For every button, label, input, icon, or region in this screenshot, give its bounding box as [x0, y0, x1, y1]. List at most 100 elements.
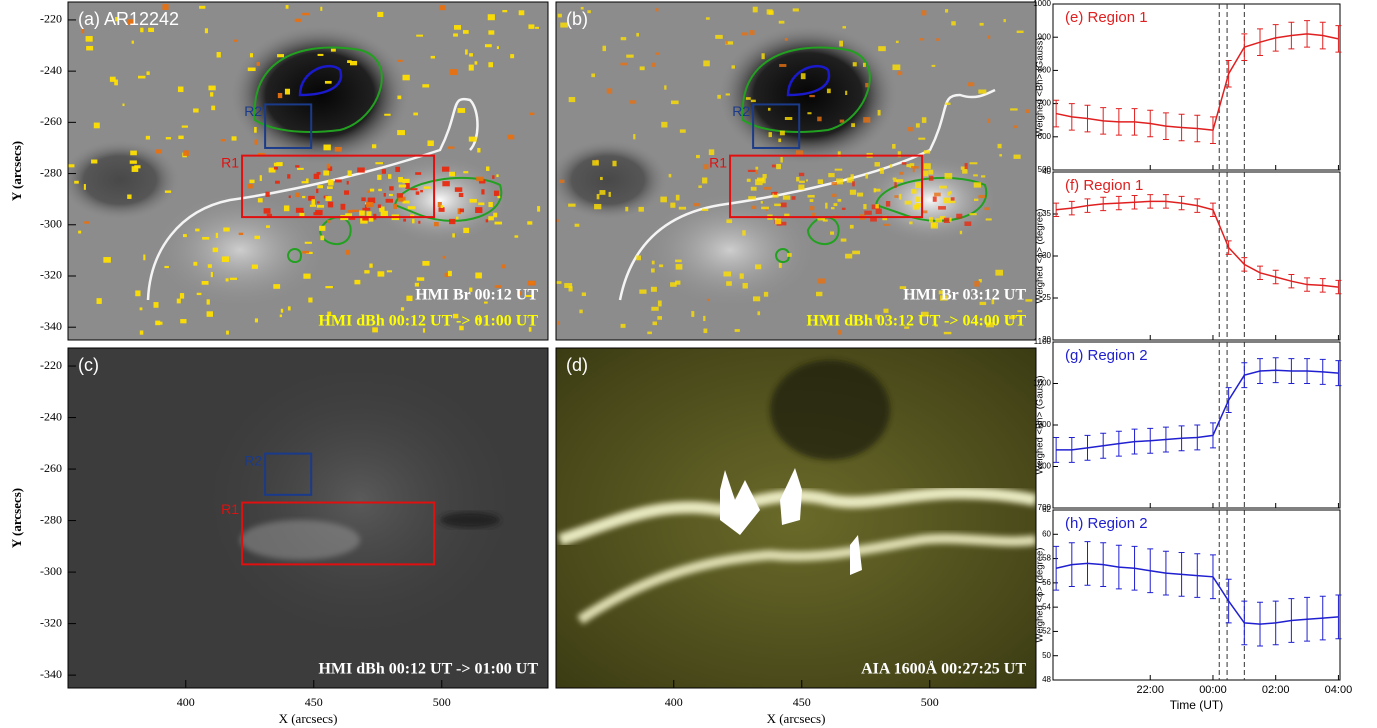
- speckle: [933, 197, 937, 202]
- speckle: [352, 210, 359, 212]
- speckle: [845, 254, 852, 259]
- y-tick-label: -340: [40, 667, 62, 681]
- speckle: [675, 260, 682, 263]
- speckle: [297, 168, 304, 170]
- y-tick-label: 62: [1042, 505, 1051, 514]
- speckle: [164, 266, 168, 268]
- speckle: [969, 213, 976, 215]
- speckle: [651, 287, 657, 292]
- speckle: [469, 65, 474, 71]
- speckle: [327, 220, 330, 223]
- speckle: [375, 162, 383, 164]
- speckle: [851, 174, 854, 178]
- speckle: [177, 299, 181, 304]
- speckle: [962, 170, 967, 174]
- speckle: [756, 170, 758, 174]
- speckle: [393, 204, 397, 209]
- speckle: [442, 181, 449, 186]
- panel-title: (f) Region 1: [1065, 177, 1143, 194]
- speckle: [316, 189, 318, 193]
- speckle: [252, 265, 258, 269]
- speckle: [68, 164, 74, 167]
- speckle: [780, 131, 785, 136]
- speckle: [216, 233, 218, 238]
- speckle: [691, 311, 694, 317]
- speckle: [741, 32, 748, 35]
- x-tick-label: 400: [177, 695, 195, 709]
- speckle: [323, 145, 330, 151]
- speckle: [331, 49, 336, 52]
- speckle: [796, 150, 803, 155]
- speckle: [842, 208, 846, 210]
- speckle: [779, 21, 785, 24]
- speckle: [528, 24, 534, 28]
- speckle: [74, 181, 79, 184]
- speckle: [893, 180, 898, 182]
- speckle: [717, 95, 721, 99]
- speckle: [892, 144, 895, 149]
- y-tick-label: -240: [40, 63, 62, 77]
- speckle: [950, 191, 952, 194]
- speckle: [592, 160, 599, 165]
- speckle: [386, 199, 393, 203]
- speckle: [1026, 109, 1030, 113]
- speckle: [399, 185, 406, 188]
- speckle: [832, 194, 836, 197]
- speckle: [248, 184, 253, 189]
- speckle: [875, 162, 880, 166]
- speckle: [558, 14, 562, 18]
- speckle: [208, 264, 212, 268]
- region-label: R1: [221, 154, 239, 170]
- speckle: [94, 123, 100, 129]
- speckle: [180, 319, 186, 323]
- speckle: [626, 55, 633, 58]
- speckle: [755, 264, 761, 269]
- speckle: [796, 177, 799, 182]
- speckle: [818, 179, 823, 184]
- speckle: [348, 170, 352, 175]
- x-tick-label: 22:00: [1136, 684, 1164, 696]
- speckle: [346, 250, 350, 255]
- speckle: [878, 46, 886, 51]
- speckle: [841, 239, 847, 242]
- speckle: [455, 187, 462, 192]
- speckle: [679, 207, 686, 210]
- speckle: [817, 117, 821, 122]
- speckle: [951, 21, 955, 25]
- speckle: [633, 134, 635, 139]
- speckle: [440, 5, 446, 10]
- y-tick-label: 50: [1042, 651, 1051, 660]
- speckle: [746, 97, 751, 100]
- speckle: [702, 209, 708, 211]
- speckle: [949, 201, 955, 203]
- speckle: [295, 165, 299, 167]
- speckle: [211, 272, 213, 277]
- speckle: [785, 38, 788, 41]
- speckle: [397, 60, 403, 62]
- speckle: [408, 206, 416, 209]
- speckle: [630, 100, 636, 104]
- speckle: [475, 207, 482, 213]
- speckle: [463, 30, 469, 34]
- speckle: [757, 311, 760, 315]
- speckle: [935, 218, 942, 222]
- speckle: [651, 307, 658, 311]
- speckle: [417, 277, 424, 280]
- speckle: [183, 234, 187, 237]
- speckle: [317, 205, 324, 208]
- annotation: HMI Br 03:12 UT: [903, 287, 1026, 304]
- speckle: [397, 96, 401, 100]
- speckle: [412, 219, 414, 223]
- speckle: [448, 146, 455, 148]
- speckle: [84, 184, 86, 190]
- speckle: [865, 83, 868, 87]
- x-tick-label: 02:00: [1262, 684, 1290, 696]
- speckle: [929, 217, 933, 222]
- speckle: [625, 207, 628, 212]
- speckle: [732, 65, 735, 68]
- speckle: [980, 23, 984, 26]
- speckle: [310, 205, 316, 207]
- speckle: [369, 264, 372, 268]
- speckle: [401, 307, 404, 310]
- speckle: [302, 181, 309, 183]
